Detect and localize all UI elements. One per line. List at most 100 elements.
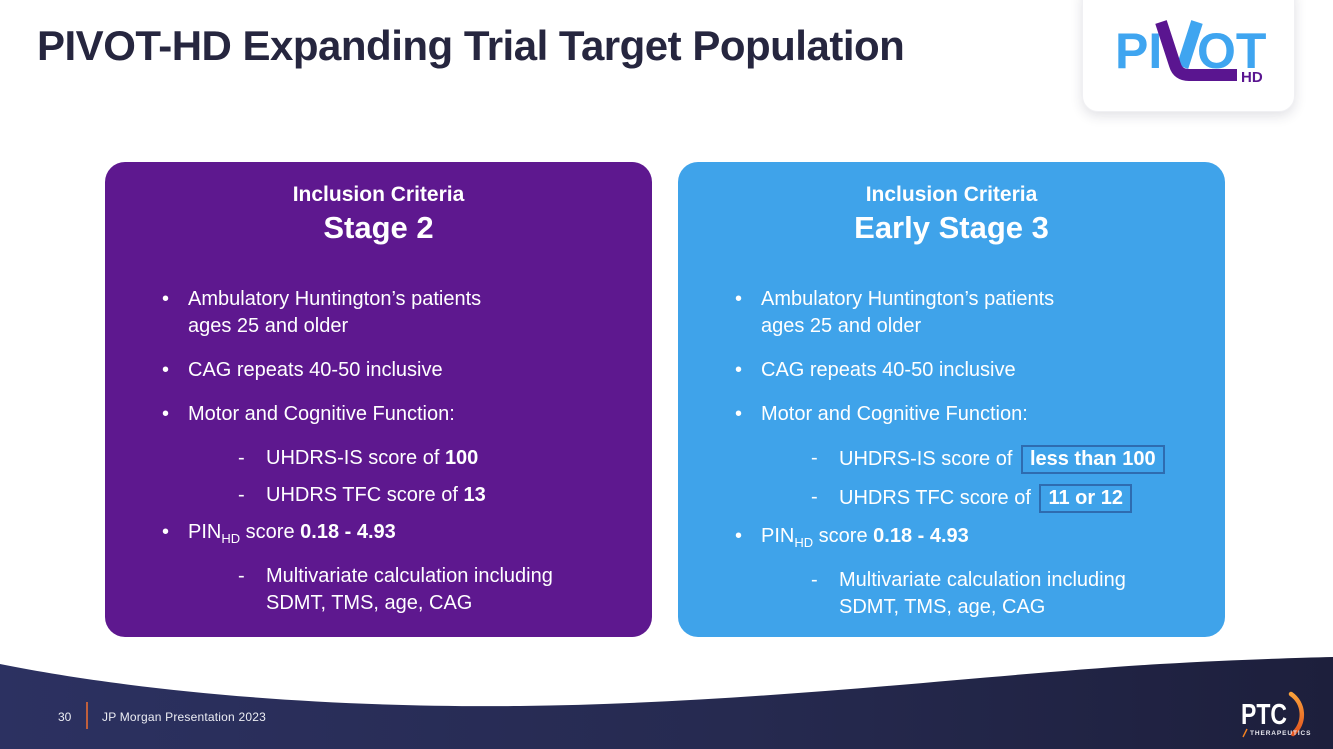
footer-label: JP Morgan Presentation 2023 <box>102 710 266 724</box>
ptc-logo-text: PTC <box>1241 699 1287 731</box>
bullet-dot-icon: • <box>735 403 743 425</box>
bullet-dot-icon: • <box>162 521 170 543</box>
bullet-text-line: Multivariate calculation including <box>266 563 553 590</box>
text-segment: Motor and Cognitive Function: <box>761 403 1028 425</box>
pivot-hd-logo-card: PI OT HD <box>1082 0 1295 112</box>
text-segment: SDMT, TMS, age, CAG <box>266 592 473 614</box>
bullet-dot-icon: • <box>735 359 743 381</box>
text-segment: SDMT, TMS, age, CAG <box>839 596 1046 618</box>
text-segment: 0.18 - 4.93 <box>873 525 969 547</box>
bullet-text: Motor and Cognitive Function: <box>761 401 1028 428</box>
card-header: Inclusion Criteria Stage 2 <box>105 162 652 246</box>
sub-bullet-item: - Multivariate calculation including SDMT,… <box>105 563 652 617</box>
bullet-text: UHDRS TFC score of 13 <box>266 482 486 509</box>
bullet-text-line: Multivariate calculation including <box>839 567 1126 594</box>
bullet-text-line: UHDRS-IS score of less than 100 <box>839 445 1165 474</box>
bullet-item: • CAG repeats 40-50 inclusive <box>678 357 1225 384</box>
bullet-dot-icon: • <box>162 403 170 425</box>
dash-icon: - <box>811 486 818 508</box>
bullet-item: • Motor and Cognitive Function: <box>105 401 652 428</box>
bullet-text-line: UHDRS-IS score of 100 <box>266 445 478 472</box>
text-segment: UHDRS-IS score of <box>266 447 445 469</box>
ptc-tagline: THERAPEUTICS <box>1250 730 1311 737</box>
sub-bullet-item: - UHDRS-IS score of 100 <box>105 445 652 472</box>
text-segment: ages 25 and older <box>761 315 922 337</box>
text-segment: 100 <box>444 447 479 469</box>
stage2-criteria-card: Inclusion Criteria Stage 2 • Ambulatory H… <box>105 162 652 637</box>
text-segment: HD <box>221 531 241 546</box>
bullet-item: • PINHD score 0.18 - 4.93 <box>678 523 1225 550</box>
bullet-text-line: UHDRS TFC score of 11 or 12 <box>839 484 1132 513</box>
text-segment: Ambulatory Huntington’s patients <box>188 288 482 310</box>
sub-bullet-item: - UHDRS TFC score of 13 <box>105 482 652 509</box>
bullet-text: PINHD score 0.18 - 4.93 <box>761 523 969 550</box>
stage-title: Early Stage 3 <box>854 210 1049 245</box>
text-segment: ages 25 and older <box>188 315 349 337</box>
criteria-bullet-list: • Ambulatory Huntington’s patients ages 25… <box>678 286 1225 621</box>
card-header: Inclusion Criteria Early Stage 3 <box>678 162 1225 246</box>
pivot-logo-pi: PI <box>1115 23 1162 79</box>
inclusion-criteria-label: Inclusion Criteria <box>292 183 465 206</box>
inclusion-criteria-label: Inclusion Criteria <box>865 183 1038 206</box>
bullet-item: • PINHD score 0.18 - 4.93 <box>105 519 652 546</box>
text-segment: Ambulatory Huntington’s patients <box>761 288 1055 310</box>
bullet-text: UHDRS-IS score of less than 100 <box>839 445 1165 474</box>
text-segment: HD <box>794 535 814 550</box>
dash-icon: - <box>811 569 818 591</box>
bullet-text-line: Ambulatory Huntington’s patients <box>188 286 481 313</box>
text-segment: 13 <box>463 484 486 506</box>
bullet-text-line: ages 25 and older <box>188 313 481 340</box>
bullet-text: Ambulatory Huntington’s patients ages 25 … <box>761 286 1054 340</box>
text-segment: Multivariate calculation including <box>266 565 553 587</box>
bullet-dot-icon: • <box>162 359 170 381</box>
bullet-text: PINHD score 0.18 - 4.93 <box>188 519 396 546</box>
text-segment: UHDRS TFC score of <box>839 487 1037 509</box>
text-segment: score <box>813 525 874 547</box>
ptc-swoosh-icon <box>1288 691 1304 737</box>
dash-icon: - <box>811 447 818 469</box>
text-segment: PIN <box>761 525 795 547</box>
slide-title: PIVOT-HD Expanding Trial Target Populati… <box>37 22 905 69</box>
footer-wave-highlight <box>0 652 1333 705</box>
bullet-text: UHDRS-IS score of 100 <box>266 445 478 472</box>
bullet-dot-icon: • <box>162 288 170 310</box>
highlighted-value: 11 or 12 <box>1039 484 1132 513</box>
bullet-item: • CAG repeats 40-50 inclusive <box>105 357 652 384</box>
text-segment: PIN <box>188 521 222 543</box>
pivot-v-right-stroke-icon <box>1176 20 1203 69</box>
bullet-text-line: PINHD score 0.18 - 4.93 <box>761 523 969 550</box>
text-segment: CAG repeats 40-50 inclusive <box>761 359 1016 381</box>
dash-icon: - <box>238 484 245 506</box>
bullet-text-line: CAG repeats 40-50 inclusive <box>188 357 443 384</box>
pivot-hd-logo: PI OT HD <box>1115 20 1266 86</box>
text-segment: Multivariate calculation including <box>839 569 1126 591</box>
bullet-dot-icon: • <box>735 288 743 310</box>
bullet-text-line: ages 25 and older <box>761 313 1054 340</box>
stage-title: Stage 2 <box>323 210 434 245</box>
bullet-text: Ambulatory Huntington’s patients ages 25 … <box>188 286 481 340</box>
bullet-text-line: PINHD score 0.18 - 4.93 <box>188 519 396 546</box>
bullet-item: • Ambulatory Huntington’s patients ages 25… <box>678 286 1225 340</box>
text-segment: score <box>240 521 301 543</box>
bullet-dot-icon: • <box>735 525 743 547</box>
text-segment: UHDRS-IS score of <box>839 448 1018 470</box>
text-segment: UHDRS TFC score of <box>266 484 464 506</box>
bullet-text: Multivariate calculation including SDMT, … <box>839 567 1126 621</box>
sub-bullet-item: - UHDRS TFC score of 11 or 12 <box>678 484 1225 513</box>
bullet-text: Multivariate calculation including SDMT, … <box>266 563 553 617</box>
bullet-text-line: SDMT, TMS, age, CAG <box>266 590 553 617</box>
bullet-text-line: SDMT, TMS, age, CAG <box>839 594 1126 621</box>
text-segment: Motor and Cognitive Function: <box>188 403 455 425</box>
bullet-text: CAG repeats 40-50 inclusive <box>188 357 443 384</box>
bullet-text-line: Ambulatory Huntington’s patients <box>761 286 1054 313</box>
bullet-text: Motor and Cognitive Function: <box>188 401 455 428</box>
pivot-v-swoosh-icon <box>1155 20 1237 81</box>
sub-bullet-item: - Multivariate calculation including SDMT,… <box>678 567 1225 621</box>
pivot-logo-hd: HD <box>1241 69 1263 86</box>
text-segment: CAG repeats 40-50 inclusive <box>188 359 443 381</box>
early-stage3-criteria-card: Inclusion Criteria Early Stage 3 • Ambula… <box>678 162 1225 637</box>
bullet-text-line: Motor and Cognitive Function: <box>188 401 455 428</box>
footer-separator <box>86 702 88 729</box>
criteria-bullet-list: • Ambulatory Huntington’s patients ages 25… <box>105 286 652 617</box>
footer-wave <box>0 652 1333 749</box>
